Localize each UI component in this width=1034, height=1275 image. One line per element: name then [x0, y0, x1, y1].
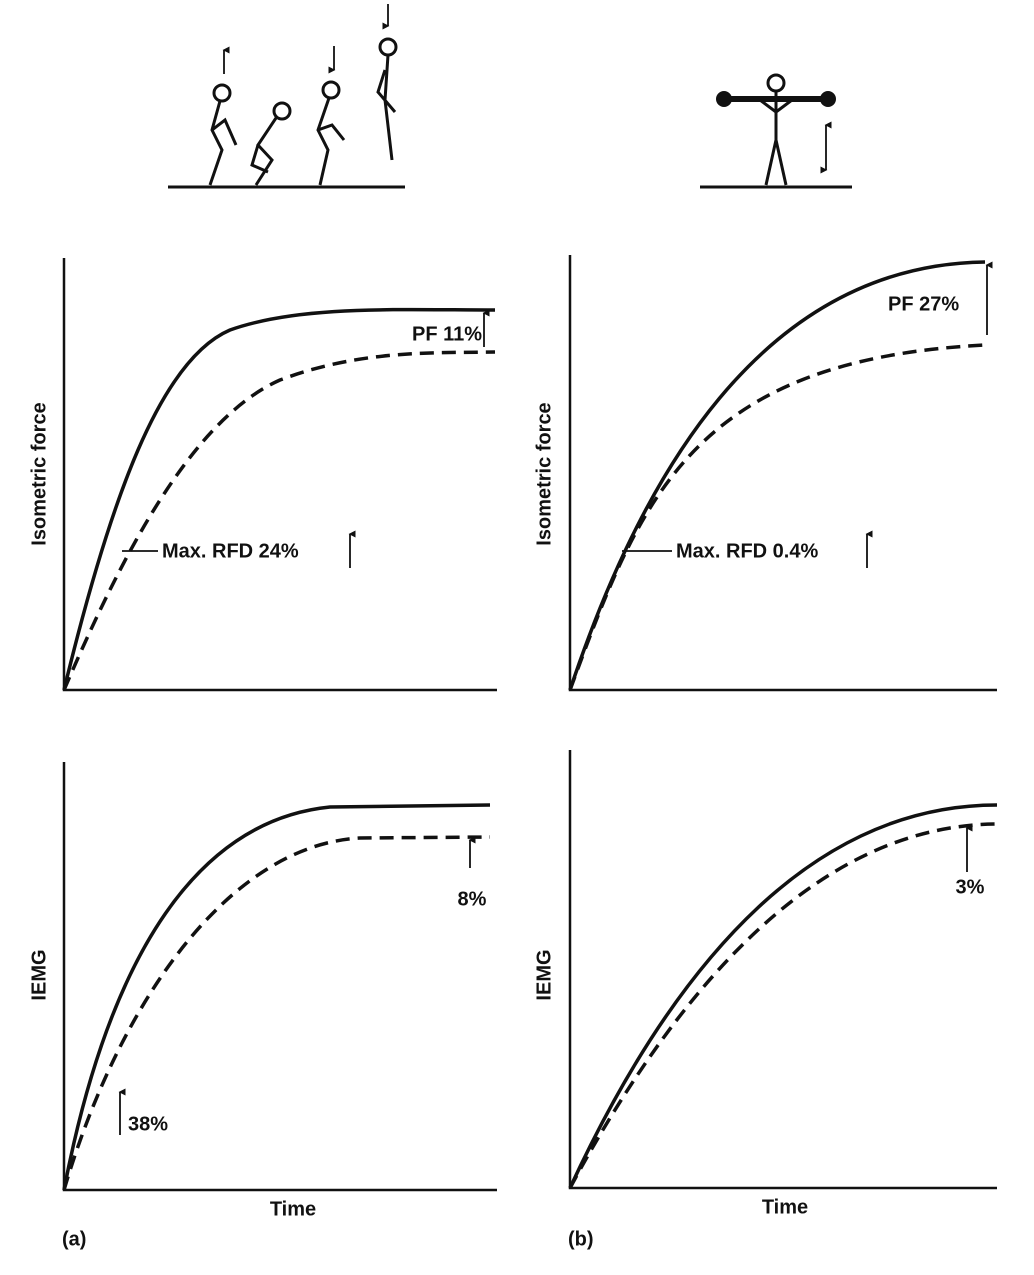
annotation: 3% [956, 876, 985, 898]
post-training-curve [568, 803, 998, 1189]
post-training-curve [62, 307, 496, 691]
annotation: PF 27% [888, 293, 959, 315]
panel-label: (b) [568, 1228, 594, 1250]
annotation: Max. RFD 0.4% [676, 540, 818, 562]
y-axis-label: IEMG [28, 949, 50, 1000]
y-axis-label: Isometric force [533, 402, 555, 545]
x-axis-label: Time [762, 1196, 808, 1218]
pre-training-curve [62, 350, 496, 691]
annotation: Max. RFD 24% [162, 540, 299, 562]
annotation: 8% [458, 888, 487, 910]
iemg-chart-b: IEMG 3% Time (b) [533, 750, 998, 1250]
pre-training-curve [568, 822, 998, 1189]
x-axis-label: Time [270, 1198, 316, 1220]
pre-training-curve [568, 343, 986, 691]
post-training-curve [62, 803, 491, 1191]
post-training-curve [568, 260, 986, 691]
y-axis-label: IEMG [533, 949, 555, 1000]
annotation: PF 11% [412, 323, 482, 345]
jump-figures [168, 4, 405, 189]
y-axis-label: Isometric force [28, 402, 50, 545]
iemg-chart-a: IEMG 8% 38% Time (a) [28, 762, 497, 1250]
annotation: 38% [128, 1113, 168, 1135]
force-chart-b: Isometric force PF 27% Max. RFD 0.4% [533, 255, 997, 692]
pre-training-curve [62, 835, 491, 1191]
squat-figure [700, 73, 852, 189]
panel-label: (a) [62, 1228, 86, 1250]
force-chart-a: Isometric force PF 11% Max. RFD 24% [28, 258, 497, 692]
